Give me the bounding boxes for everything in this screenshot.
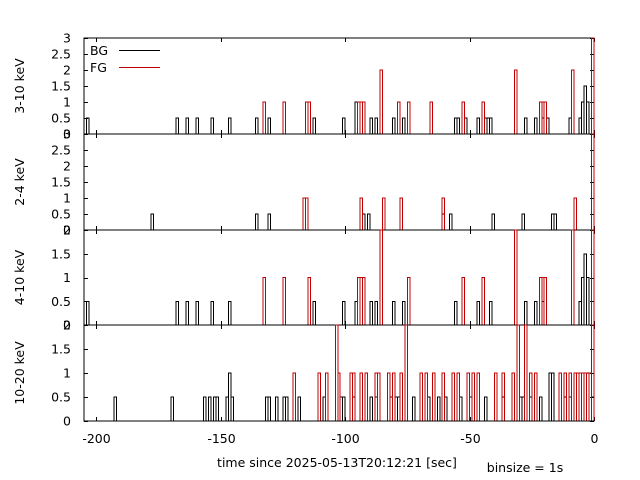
series-fg-10-20-kev — [292, 324, 595, 421]
x-tick-label: -100 — [331, 431, 359, 446]
y-tick-label: 1.5 — [51, 246, 71, 261]
y-tick-label: 0 — [63, 223, 71, 238]
panel-frame — [83, 133, 595, 231]
x-tick-label: -200 — [82, 431, 110, 446]
legend: BG FG — [90, 43, 160, 75]
panel-2-4-kev: 00.511.522.532-4 keV — [12, 127, 595, 238]
legend-bg-label: BG — [90, 43, 108, 58]
y-tick-label: 0 — [63, 318, 71, 333]
y-tick-label: 0.5 — [51, 207, 71, 222]
y-tick-label: 0 — [63, 127, 71, 142]
y-axis-label: 3-10 keV — [12, 58, 27, 114]
y-tick-label: 0.5 — [51, 111, 71, 126]
x-tick-label: -150 — [207, 431, 235, 446]
y-tick-label: 2 — [63, 318, 71, 333]
y-tick-label: 1.5 — [51, 79, 71, 94]
y-tick-label: 3 — [63, 127, 71, 142]
series-fg-3-10-kev — [262, 37, 595, 134]
panel-frame — [83, 37, 595, 135]
y-tick-label: 2.5 — [51, 143, 71, 158]
panel-10-20-kev: 0 0.5 1 1.5 2 -200 -150 -100 -50 0 10-20 keV — [12, 318, 599, 447]
panel-frame — [83, 229, 595, 326]
y-tick-label: 0.5 — [51, 294, 71, 309]
y-tick-label: 1 — [63, 270, 71, 285]
series-bg-2-4-kev — [150, 213, 558, 230]
x-tick-label: -50 — [460, 431, 480, 446]
series-fg-2-4-kev — [302, 133, 595, 230]
y-tick-label: 2 — [63, 159, 71, 174]
binsize-label: binsize = 1s — [487, 460, 563, 475]
x-axis-label: time since 2025-05-13T20:12:21 [sec] — [217, 455, 457, 470]
series-bg-10-20-kev — [113, 372, 595, 421]
x-tick-label: 0 — [591, 431, 599, 446]
panel-4-10-kev: 0 0.5 1 1.5 2 4-10 keV — [12, 223, 595, 333]
y-tick-label: 2 — [63, 223, 71, 238]
legend-fg-label: FG — [90, 60, 107, 75]
y-tick-label: 1.5 — [51, 175, 71, 190]
y-axis-label: 10-20 keV — [12, 341, 27, 405]
y-tick-label: 3 — [63, 31, 71, 46]
y-tick-label: 0.5 — [51, 390, 71, 405]
y-tick-label: 0 — [63, 414, 71, 429]
series-bg-3-10-kev — [86, 85, 590, 134]
y-axis-label: 2-4 keV — [12, 158, 27, 206]
y-tick-label: 1 — [63, 366, 71, 381]
y-tick-label: 1.5 — [51, 342, 71, 357]
y-tick-label: 1 — [63, 95, 71, 110]
series-bg-4-10-kev — [86, 229, 595, 325]
y-tick-label: 2.5 — [51, 47, 71, 62]
y-axis-label: 4-10 keV — [12, 249, 27, 305]
y-tick-label: 1 — [63, 191, 71, 206]
y-tick-label: 2 — [63, 63, 71, 78]
series-fg-4-10-kev — [262, 229, 595, 325]
